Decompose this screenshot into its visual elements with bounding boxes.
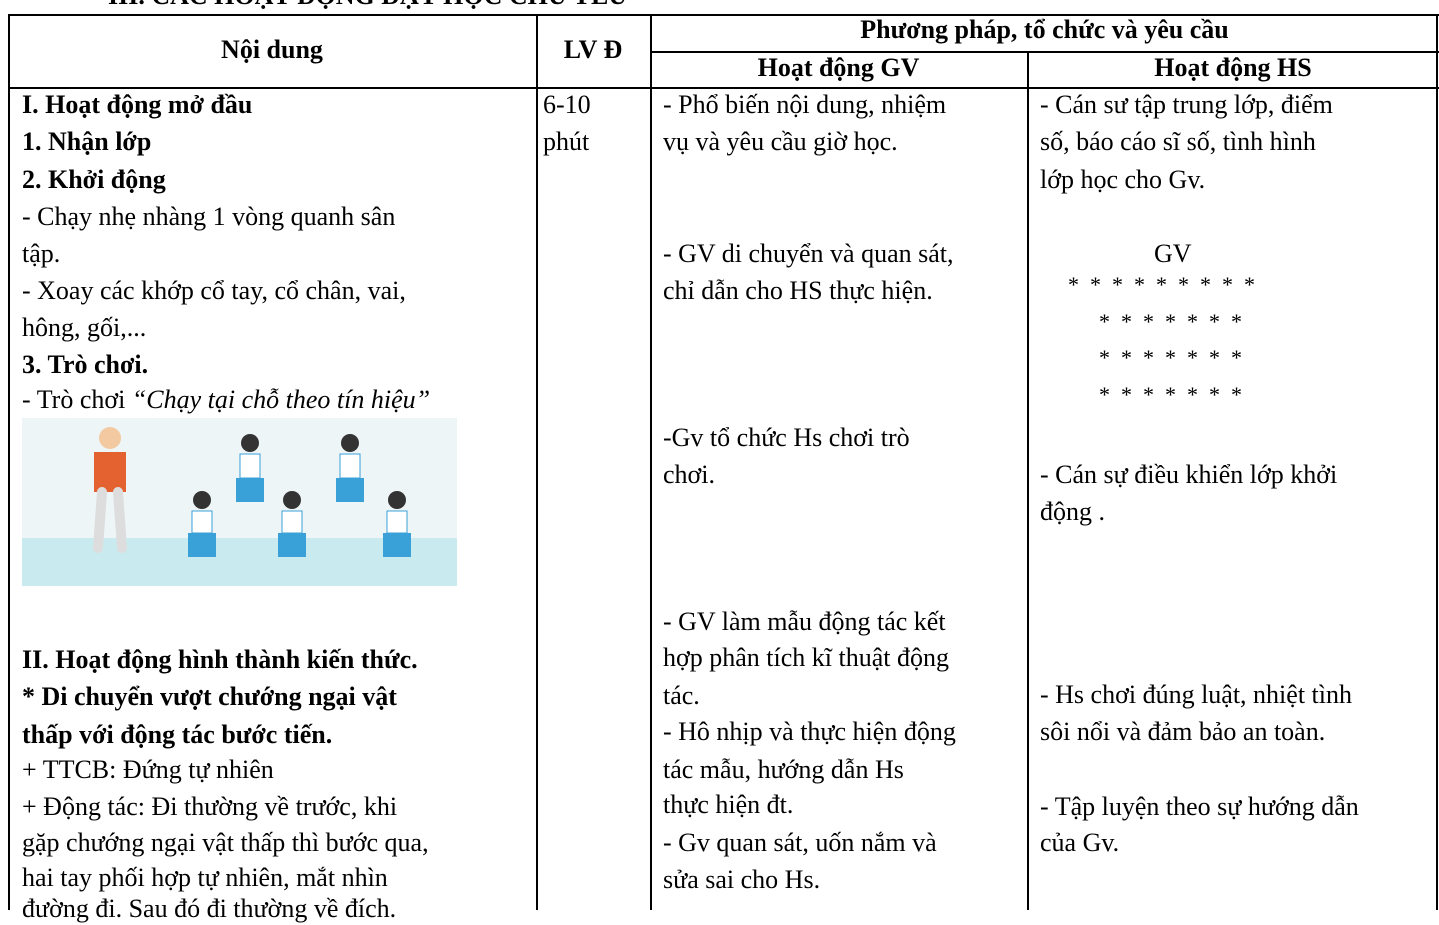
- text: - Trò chơi: [22, 385, 132, 414]
- text-line: của Gv.: [1040, 828, 1120, 857]
- text-line: - GV di chuyển và quan sát,: [663, 239, 954, 268]
- text-line: 6-10: [543, 90, 591, 119]
- text-line: tác.: [663, 681, 700, 710]
- text-line: - Tập luyện theo sự hướng dẫn: [1040, 792, 1359, 821]
- text-line: chỉ dẫn cho HS thực hiện.: [663, 276, 933, 305]
- text-line: lớp học cho Gv.: [1040, 165, 1206, 194]
- text-line: hợp phân tích kĩ thuật động: [663, 643, 949, 672]
- text-line: + TTCB: Đứng tự nhiên: [22, 755, 274, 784]
- text-line: hông, gối,...: [22, 313, 147, 342]
- rule: [8, 14, 1439, 16]
- text-line: thấp với động tác bước tiến.: [22, 720, 333, 749]
- section-title: III. CÁC HOẠT ĐỘNG DẠY HỌC CHỦ YẾU: [108, 0, 627, 12]
- text-line: - GV làm mẫu động tác kết: [663, 607, 946, 636]
- rule: [1027, 51, 1029, 910]
- col-header: LV Đ: [563, 35, 623, 64]
- rule: [1436, 14, 1438, 910]
- formation-row: * * * * * * *: [1099, 309, 1242, 334]
- text-line: * Di chuyển vượt chướng ngại vật: [22, 682, 397, 711]
- text-line: hai tay phối hợp tự nhiên, mắt nhìn: [22, 863, 388, 892]
- text-line: thực hiện đt.: [663, 790, 794, 819]
- rule: [650, 51, 1439, 53]
- text-line: - Xoay các khớp cổ tay, cổ chân, vai,: [22, 276, 406, 305]
- text-line: II. Hoạt động hình thành kiến thức.: [22, 645, 418, 674]
- formation-row: * * * * * * *: [1099, 382, 1242, 407]
- text-line: - Gv quan sát, uốn nắm và: [663, 828, 937, 857]
- text-line: sửa sai cho Hs.: [663, 865, 821, 894]
- text-line: -Gv tổ chức Hs chơi trò: [663, 423, 910, 452]
- text-line: tập.: [22, 239, 61, 268]
- game-name: “Chạy tại chỗ theo tín hiệu”: [131, 385, 431, 414]
- text-line: gặp chướng ngại vật thấp thì bước qua,: [22, 828, 429, 857]
- text-line: số, báo cáo sĩ số, tình hình: [1040, 127, 1316, 156]
- text-line: + Động tác: Đi thường về trước, khi: [22, 792, 398, 821]
- text-line: chơi.: [663, 460, 716, 489]
- rule: [536, 14, 538, 910]
- formation-teacher: GV: [1154, 239, 1192, 268]
- text-line: tác mẫu, hướng dẫn Hs: [663, 755, 904, 784]
- rule: [650, 14, 652, 910]
- text-line: 2. Khởi động: [22, 165, 166, 194]
- text-line: sôi nổi và đảm bảo an toàn.: [1040, 717, 1326, 746]
- col-header: Hoạt động GV: [757, 53, 920, 82]
- illustration: [22, 418, 457, 586]
- text-line: - Chạy nhẹ nhàng 1 vòng quanh sân: [22, 202, 396, 231]
- text-line: động .: [1040, 497, 1105, 526]
- text-line: - Trò chơi “Chạy tại chỗ theo tín hiệu”: [22, 384, 430, 416]
- text-line: vụ và yêu cầu giờ học.: [663, 127, 898, 156]
- text-line: - Hô nhịp và thực hiện động: [663, 717, 956, 746]
- text-line: - Cán sự điều khiển lớp khởi: [1040, 460, 1338, 489]
- text-line: phút: [543, 127, 590, 156]
- text-line: - Phổ biến nội dung, nhiệm: [663, 90, 947, 119]
- col-header: Hoạt động HS: [1154, 53, 1312, 82]
- formation-row: * * * * * * *: [1099, 345, 1242, 370]
- text-line: - Cán sư tập trung lớp, điểm: [1040, 90, 1333, 119]
- text-line: đường đi. Sau đó đi thường về đích.: [22, 894, 397, 923]
- text-line: 3. Trò chơi.: [22, 350, 149, 379]
- text-line: I. Hoạt động mở đầu: [22, 90, 253, 119]
- text-line: 1. Nhận lớp: [22, 127, 152, 156]
- col-header: Phương pháp, tổ chức và yêu cầu: [860, 15, 1229, 44]
- rule: [8, 14, 10, 910]
- col-header: Nội dung: [221, 35, 323, 64]
- rule: [8, 87, 1439, 89]
- formation-row: * * * * * * * * *: [1068, 272, 1255, 297]
- text-line: - Hs chơi đúng luật, nhiệt tình: [1040, 680, 1352, 709]
